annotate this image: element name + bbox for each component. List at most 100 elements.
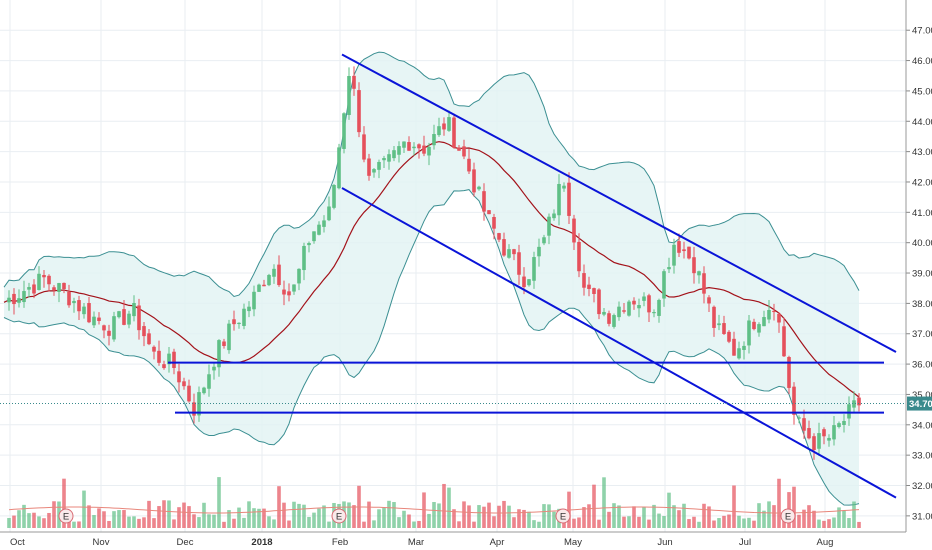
volume-bar bbox=[507, 505, 511, 528]
earnings-marker-label: E bbox=[785, 512, 791, 523]
earnings-marker-circle[interactable] bbox=[331, 508, 347, 524]
candle-body bbox=[392, 150, 396, 159]
candle-body bbox=[612, 315, 616, 327]
trendline-channel-upper bbox=[341, 53, 897, 353]
candle-body bbox=[147, 333, 151, 345]
volume-bar bbox=[562, 520, 566, 528]
candle-body bbox=[617, 306, 621, 318]
candle-body bbox=[832, 425, 836, 440]
candle-body bbox=[532, 257, 536, 281]
volume-bar bbox=[172, 519, 176, 528]
volume-bar bbox=[312, 512, 316, 528]
volume-bar bbox=[847, 518, 851, 528]
candle-body bbox=[297, 268, 301, 284]
candle-body bbox=[227, 323, 231, 351]
candle-body bbox=[817, 433, 821, 449]
candle-body bbox=[652, 311, 656, 314]
volume-bar bbox=[427, 513, 431, 528]
candle-body bbox=[702, 273, 706, 294]
candle-body bbox=[767, 309, 771, 320]
candle-body bbox=[232, 319, 236, 325]
volume-bar bbox=[82, 490, 86, 528]
candle-body bbox=[597, 289, 601, 315]
candle-body bbox=[827, 437, 831, 441]
x-tick-label: Feb bbox=[332, 537, 348, 548]
candle-body bbox=[852, 400, 856, 408]
candle-body bbox=[437, 126, 441, 136]
earnings-marker-circle[interactable] bbox=[58, 508, 74, 524]
volume-bar bbox=[617, 505, 621, 528]
volume-bar bbox=[552, 511, 556, 528]
volume-bar bbox=[812, 510, 816, 528]
volume-bar bbox=[722, 515, 726, 528]
volume-bar bbox=[712, 520, 716, 528]
volume-bar bbox=[142, 517, 146, 528]
volume-bar bbox=[67, 518, 71, 528]
volume-bar bbox=[667, 492, 671, 528]
volume-bar bbox=[542, 504, 546, 528]
candle-body bbox=[347, 76, 351, 115]
volume-bar bbox=[817, 519, 821, 528]
candle-body bbox=[217, 340, 221, 368]
volume-bar bbox=[837, 507, 841, 528]
volume-bar bbox=[757, 503, 761, 528]
candle-body bbox=[342, 113, 346, 149]
candle-body bbox=[12, 293, 16, 305]
volume-bar bbox=[702, 503, 706, 528]
x-tick-label: 2018 bbox=[251, 537, 272, 548]
candle-body bbox=[792, 386, 796, 415]
candle-body bbox=[27, 287, 31, 290]
volume-bar bbox=[162, 500, 166, 528]
candle-body bbox=[332, 184, 336, 208]
earnings-marker-circle[interactable] bbox=[555, 508, 571, 524]
candle-body bbox=[292, 284, 296, 292]
volume-bar bbox=[107, 520, 111, 528]
candle-body bbox=[772, 310, 776, 313]
volume-bar bbox=[327, 521, 331, 528]
volume-bar bbox=[752, 520, 756, 528]
volume-bar bbox=[222, 521, 226, 528]
volume-bar bbox=[177, 507, 181, 528]
candle-body bbox=[822, 429, 826, 437]
candle-body bbox=[397, 146, 401, 155]
candle-body bbox=[142, 326, 146, 337]
volume-bar bbox=[807, 505, 811, 528]
bollinger-upper bbox=[3, 51, 860, 298]
candle-body bbox=[707, 297, 711, 304]
candle-body bbox=[277, 264, 281, 286]
y-tick-label: 32.00 bbox=[912, 481, 932, 492]
volume-bar bbox=[492, 516, 496, 528]
volume-bar bbox=[127, 516, 131, 528]
y-tick-label: 35.00 bbox=[912, 390, 932, 401]
candle-body bbox=[187, 385, 191, 402]
volume-bar bbox=[522, 509, 526, 528]
volume-bar bbox=[792, 486, 796, 528]
volume-bar bbox=[92, 515, 96, 528]
candle-body bbox=[757, 324, 761, 333]
earnings-marker-circle[interactable] bbox=[780, 508, 796, 524]
volume-bar bbox=[367, 501, 371, 528]
volume-bar bbox=[452, 509, 456, 528]
volume-bar bbox=[487, 502, 491, 528]
volume-bar bbox=[272, 519, 276, 528]
volume-bar bbox=[147, 500, 151, 528]
volume-bar bbox=[517, 509, 521, 528]
candle-body bbox=[677, 241, 681, 253]
volume-bar bbox=[672, 505, 676, 528]
candle-body bbox=[722, 323, 726, 334]
candle-body bbox=[522, 276, 526, 288]
candle-body bbox=[107, 330, 111, 336]
y-tick-label: 46.00 bbox=[912, 56, 932, 67]
volume-bar bbox=[387, 500, 391, 528]
candle-body bbox=[417, 144, 421, 149]
y-tick-label: 34.00 bbox=[912, 420, 932, 431]
x-tick-label: Aug bbox=[817, 537, 834, 548]
candle-body bbox=[87, 303, 91, 323]
volume-bar bbox=[677, 510, 681, 528]
volume-bar bbox=[227, 510, 231, 528]
volume-bar bbox=[287, 520, 291, 528]
candle-body bbox=[552, 213, 556, 219]
y-tick-label: 44.00 bbox=[912, 117, 932, 128]
candle-body bbox=[222, 341, 226, 347]
